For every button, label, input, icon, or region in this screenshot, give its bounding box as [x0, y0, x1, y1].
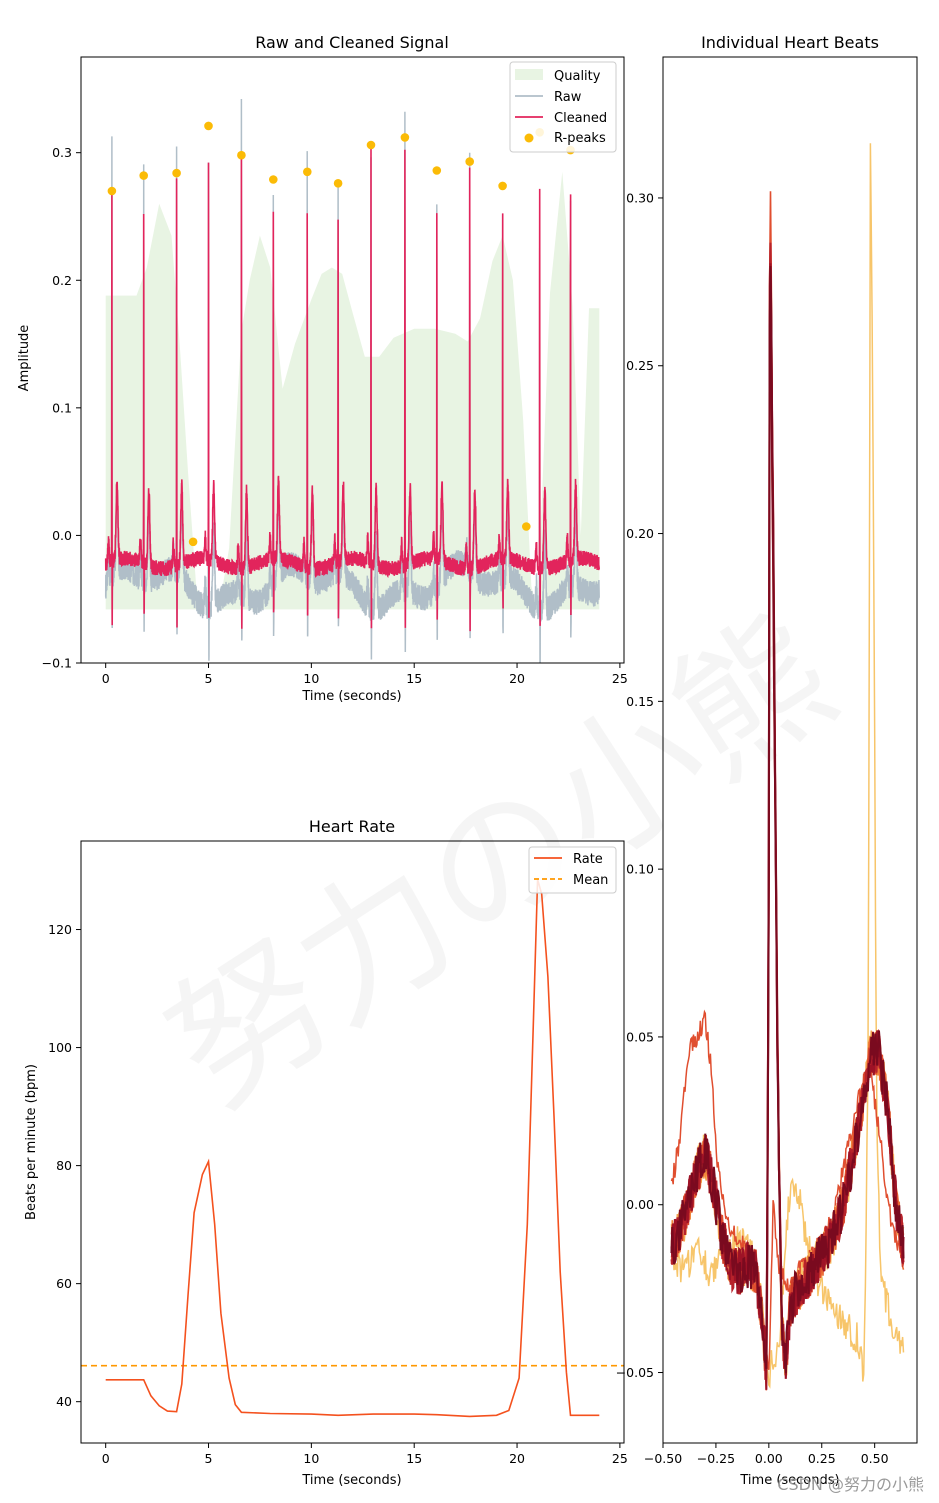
heart-rate-y-tick-label: 60 [56, 1276, 72, 1291]
r-peak-point [400, 133, 410, 142]
signal-y-axis-label: Amplitude [17, 325, 32, 392]
signal-y-tick-label: 0.3 [52, 145, 72, 160]
heart-beats-y-tick-label: 0.00 [626, 1197, 654, 1212]
heart-beats-x-tick-label: −0.50 [644, 1451, 682, 1466]
cleaned-signal-line [104, 146, 600, 632]
legend-swatch-quality [515, 69, 543, 80]
signal-y-tick-label: 0.0 [52, 528, 72, 543]
rate-line [105, 879, 600, 1418]
heart-beats-y-tick-label: 0.15 [626, 694, 654, 709]
heart-beats-title: Individual Heart Beats [701, 33, 879, 52]
r-peak-point [303, 167, 312, 177]
heart-rate-y-tick-label: 120 [48, 922, 72, 937]
signal-x-tick-label: 5 [205, 671, 213, 686]
r-peak-point [498, 181, 507, 191]
r-peak-point [333, 179, 343, 188]
heart-beats-y-tick-label: 0.10 [626, 862, 654, 877]
r-peak-point [432, 166, 442, 175]
heart-rate-title: Heart Rate [309, 817, 395, 836]
raw-signal-line [104, 98, 600, 663]
heart-rate-x-tick-label: 15 [406, 1451, 422, 1466]
heart-rate-legend: Rate Mean [528, 846, 617, 894]
heart-beats-x-axis-label: Time (seconds) [739, 1473, 839, 1488]
signal-title: Raw and Cleaned Signal [255, 33, 449, 52]
heart-rate-x-tick-label: 5 [205, 1451, 213, 1466]
r-peak-point [107, 186, 117, 196]
credit-text: CSDN @努力の小熊 [777, 1475, 924, 1494]
legend-label-raw: Raw [554, 90, 582, 105]
heart-rate-x-tick-label: 20 [509, 1451, 525, 1466]
signal-x-tick-label: 25 [612, 671, 628, 686]
legend-swatch-rpeaks [524, 133, 534, 143]
heart-beats-y-tick-label: 0.20 [626, 526, 654, 541]
heart-rate-x-tick-label: 25 [612, 1451, 628, 1466]
r-peak-point [366, 140, 376, 150]
heart-beats-y-tick-label: 0.25 [626, 358, 654, 373]
legend-label-mean: Mean [573, 873, 608, 888]
r-peak-point [237, 150, 246, 160]
legend-label-rpeaks: R-peaks [554, 131, 606, 146]
signal-x-tick-label: 0 [102, 671, 110, 686]
r-peak-point [139, 171, 148, 180]
heart-beat-line [670, 143, 905, 1389]
r-peak-point [188, 537, 198, 547]
signal-x-axis-label: Time (seconds) [301, 689, 401, 704]
r-peak-point [172, 168, 181, 178]
heart-beats-x-tick-label: 0.00 [755, 1451, 783, 1466]
signal-y-tick-label: 0.2 [52, 273, 72, 288]
heart-beats-panel: Individual Heart Beats −0.50 −0.25 0.00 0.2… [616, 33, 918, 1488]
r-peak-point [522, 522, 531, 531]
heart-rate-panel: Heart Rate 0 5 10 15 20 25 40 60 80 100 120 Time … [24, 817, 628, 1488]
legend-label-rate: Rate [573, 852, 603, 867]
heart-beats-x-tick-label: −0.25 [697, 1451, 735, 1466]
legend-label-quality: Quality [554, 69, 601, 84]
watermark: 努力の小熊 [140, 585, 864, 1139]
heart-beats-axes-frame [662, 56, 918, 1444]
signal-x-tick-label: 15 [406, 671, 422, 686]
heart-beats-x-tick-label: 0.25 [808, 1451, 836, 1466]
heart-beats-y-tick-label: 0.30 [626, 190, 654, 205]
signal-axes-frame [80, 56, 625, 664]
heart-rate-x-axis-label: Time (seconds) [301, 1473, 401, 1488]
heart-beat-line [670, 266, 905, 1374]
heart-rate-axes-frame [80, 840, 625, 1444]
legend-label-cleaned: Cleaned [554, 111, 607, 126]
heart-beats-x-tick-label: 0.50 [861, 1451, 889, 1466]
heart-rate-y-tick-label: 40 [56, 1394, 72, 1409]
heart-rate-y-axis-label: Beats per minute (bpm) [24, 1064, 39, 1220]
signal-y-tick-label: 0.1 [52, 400, 72, 415]
signal-x-tick-label: 10 [303, 671, 319, 686]
heart-rate-y-tick-label: 80 [56, 1158, 72, 1173]
signal-legend: Quality Raw Cleaned R-peaks [509, 61, 617, 153]
signal-legend-box [509, 61, 617, 153]
signal-y-tick-label: −0.1 [42, 656, 72, 671]
heart-rate-y-tick-label: 100 [48, 1040, 72, 1055]
r-peak-point [204, 121, 213, 131]
heart-rate-x-tick-label: 0 [102, 1451, 110, 1466]
signal-panel: Raw and Cleaned Signal 0 5 10 15 20 25 −0.1 0.… [17, 33, 628, 704]
heart-beats-y-tick-label: 0.05 [626, 1029, 654, 1044]
r-peak-point [465, 157, 475, 166]
heart-rate-x-tick-label: 10 [303, 1451, 319, 1466]
r-peak-point [269, 175, 278, 184]
signal-x-tick-label: 20 [509, 671, 525, 686]
heart-beats-y-tick-label: −0.05 [616, 1365, 654, 1380]
